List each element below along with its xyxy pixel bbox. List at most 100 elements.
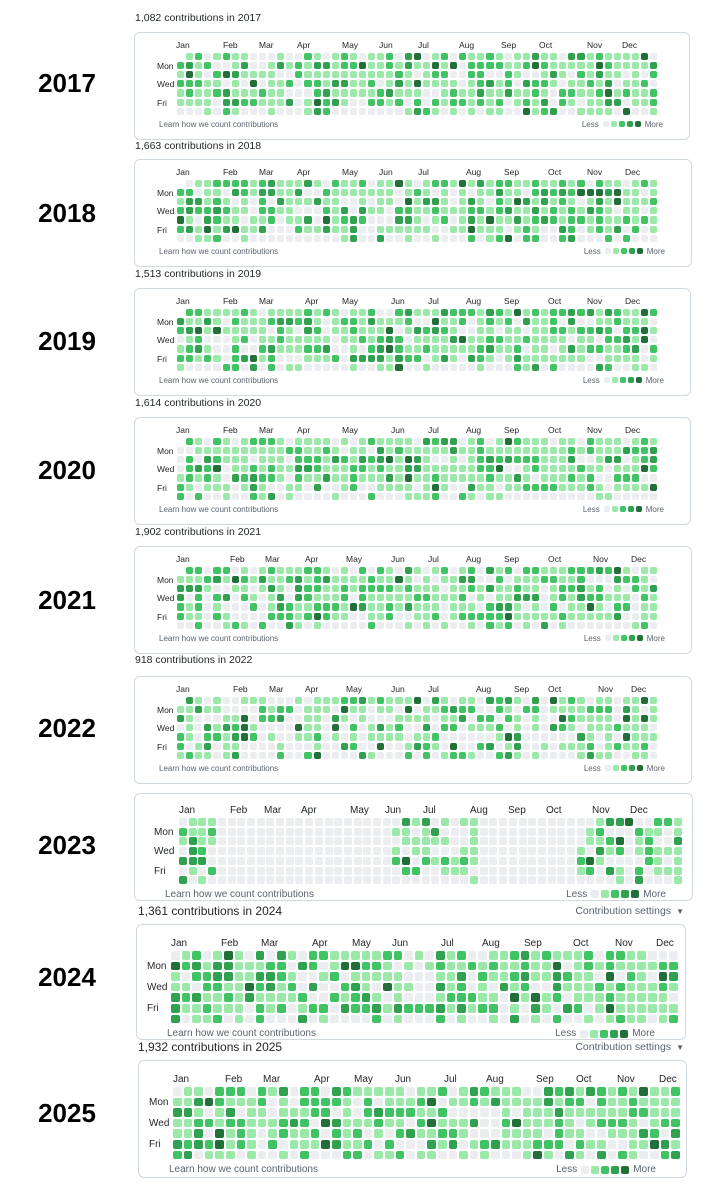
contribution-day-cell[interactable] xyxy=(295,71,303,79)
contribution-day-cell[interactable] xyxy=(258,327,267,335)
contribution-day-cell[interactable] xyxy=(604,336,612,344)
contribution-day-cell[interactable] xyxy=(568,697,576,705)
contribution-day-cell[interactable] xyxy=(386,742,394,750)
contribution-day-cell[interactable] xyxy=(395,447,403,455)
contribution-day-cell[interactable] xyxy=(559,198,567,206)
contribution-day-cell[interactable] xyxy=(382,856,391,865)
contribution-day-cell[interactable] xyxy=(468,225,476,233)
contribution-day-cell[interactable] xyxy=(363,866,372,875)
contribution-day-cell[interactable] xyxy=(531,53,540,61)
contribution-day-cell[interactable] xyxy=(258,576,267,584)
contribution-day-cell[interactable] xyxy=(604,733,612,741)
contribution-day-cell[interactable] xyxy=(504,483,512,491)
contribution-day-cell[interactable] xyxy=(586,585,594,593)
contribution-day-cell[interactable] xyxy=(285,866,294,875)
contribution-day-cell[interactable] xyxy=(240,225,248,233)
contribution-day-cell[interactable] xyxy=(183,1150,193,1160)
contribution-day-cell[interactable] xyxy=(531,951,540,960)
contribution-day-cell[interactable] xyxy=(513,234,521,242)
contribution-day-cell[interactable] xyxy=(368,80,376,88)
contribution-day-cell[interactable] xyxy=(402,837,411,846)
contribution-day-cell[interactable] xyxy=(404,207,412,215)
contribution-day-cell[interactable] xyxy=(554,1108,564,1117)
contribution-day-cell[interactable] xyxy=(226,1087,235,1096)
contribution-day-cell[interactable] xyxy=(626,993,636,1002)
contribution-day-cell[interactable] xyxy=(541,363,549,371)
contribution-day-cell[interactable] xyxy=(491,1118,500,1128)
contribution-day-cell[interactable] xyxy=(550,98,558,106)
contribution-day-cell[interactable] xyxy=(331,198,339,206)
contribution-day-cell[interactable] xyxy=(313,567,321,575)
contribution-day-cell[interactable] xyxy=(613,336,621,344)
contribution-day-cell[interactable] xyxy=(470,856,478,865)
contribution-day-cell[interactable] xyxy=(404,189,412,197)
contribution-day-cell[interactable] xyxy=(513,198,521,206)
contribution-day-cell[interactable] xyxy=(298,1014,307,1024)
contribution-day-cell[interactable] xyxy=(322,216,330,224)
contribution-day-cell[interactable] xyxy=(395,742,403,750)
contribution-day-cell[interactable] xyxy=(568,354,576,362)
contribution-day-cell[interactable] xyxy=(459,697,467,705)
contribution-day-cell[interactable] xyxy=(268,198,276,206)
contribution-day-cell[interactable] xyxy=(195,621,203,629)
contribution-day-cell[interactable] xyxy=(550,336,558,344)
contribution-day-cell[interactable] xyxy=(331,327,339,335)
contribution-day-cell[interactable] xyxy=(231,107,239,115)
contribution-day-cell[interactable] xyxy=(181,993,191,1002)
contribution-day-cell[interactable] xyxy=(513,345,521,353)
contribution-day-cell[interactable] xyxy=(186,345,194,353)
contribution-day-cell[interactable] xyxy=(204,576,212,584)
contribution-day-cell[interactable] xyxy=(368,309,376,317)
contribution-day-cell[interactable] xyxy=(478,961,487,971)
contribution-day-cell[interactable] xyxy=(215,1129,224,1138)
contribution-day-cell[interactable] xyxy=(595,724,603,732)
contribution-day-cell[interactable] xyxy=(231,724,239,732)
contribution-day-cell[interactable] xyxy=(660,1087,670,1096)
contribution-day-cell[interactable] xyxy=(531,594,540,602)
contribution-day-cell[interactable] xyxy=(258,225,267,233)
contribution-day-cell[interactable] xyxy=(586,318,594,326)
contribution-day-cell[interactable] xyxy=(231,594,239,602)
contribution-day-cell[interactable] xyxy=(446,993,456,1002)
contribution-day-cell[interactable] xyxy=(249,71,257,79)
contribution-day-cell[interactable] xyxy=(195,706,203,714)
contribution-day-cell[interactable] xyxy=(236,1097,246,1107)
contribution-day-cell[interactable] xyxy=(395,751,403,759)
contribution-day-cell[interactable] xyxy=(195,751,203,759)
contribution-day-cell[interactable] xyxy=(639,1118,648,1128)
contribution-day-cell[interactable] xyxy=(368,567,376,575)
contribution-day-cell[interactable] xyxy=(622,603,631,611)
contribution-day-cell[interactable] xyxy=(495,603,503,611)
contribution-day-cell[interactable] xyxy=(213,62,221,70)
contribution-day-cell[interactable] xyxy=(222,456,230,464)
contribution-day-cell[interactable] xyxy=(531,309,540,317)
contribution-day-cell[interactable] xyxy=(349,706,358,714)
contribution-day-cell[interactable] xyxy=(222,612,230,620)
contribution-day-cell[interactable] xyxy=(470,818,478,826)
contribution-day-cell[interactable] xyxy=(222,234,230,242)
contribution-day-cell[interactable] xyxy=(486,621,494,629)
contribution-day-cell[interactable] xyxy=(486,225,494,233)
contribution-day-cell[interactable] xyxy=(249,327,257,335)
contribution-day-cell[interactable] xyxy=(286,612,294,620)
contribution-day-cell[interactable] xyxy=(632,180,640,188)
contribution-day-cell[interactable] xyxy=(324,866,333,875)
contribution-day-cell[interactable] xyxy=(226,1129,235,1138)
contribution-day-cell[interactable] xyxy=(504,225,512,233)
contribution-day-cell[interactable] xyxy=(460,876,469,885)
contribution-day-cell[interactable] xyxy=(368,438,376,446)
contribution-day-cell[interactable] xyxy=(595,492,603,500)
contribution-day-cell[interactable] xyxy=(632,318,640,326)
contribution-day-cell[interactable] xyxy=(469,1140,479,1149)
contribution-day-cell[interactable] xyxy=(368,62,376,70)
contribution-day-cell[interactable] xyxy=(468,724,476,732)
contribution-day-cell[interactable] xyxy=(256,866,265,875)
contribution-day-cell[interactable] xyxy=(559,733,567,741)
contribution-day-cell[interactable] xyxy=(431,207,439,215)
contribution-day-cell[interactable] xyxy=(249,336,257,344)
contribution-day-cell[interactable] xyxy=(550,483,558,491)
contribution-day-cell[interactable] xyxy=(440,225,449,233)
contribution-day-cell[interactable] xyxy=(491,1108,500,1117)
contribution-day-cell[interactable] xyxy=(586,189,594,197)
contribution-day-cell[interactable] xyxy=(330,993,339,1002)
